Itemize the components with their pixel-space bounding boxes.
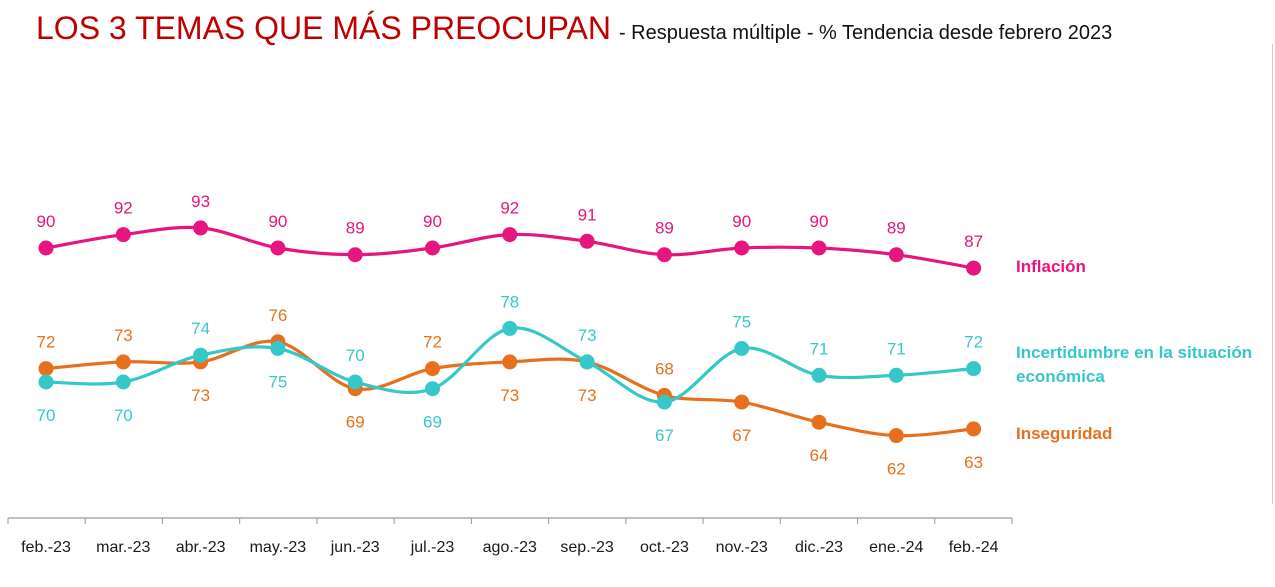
x-tick-label: abr.-23 <box>176 539 226 556</box>
data-label-incertidumbre: 73 <box>578 326 597 345</box>
data-label-incertidumbre: 70 <box>37 406 56 425</box>
data-label-inseguridad: 62 <box>887 460 906 479</box>
data-label-inseguridad: 68 <box>655 359 674 378</box>
data-label-inseguridad: 73 <box>500 386 519 405</box>
data-label-inflacion: 93 <box>191 192 210 211</box>
data-point-inflacion <box>811 240 827 256</box>
data-point-inflacion <box>270 240 286 256</box>
data-point-incertidumbre <box>425 381 440 397</box>
data-point-incertidumbre <box>579 354 595 370</box>
data-point-inflacion <box>656 247 672 263</box>
data-point-incertidumbre <box>966 361 982 377</box>
data-label-inflacion: 90 <box>423 212 442 231</box>
x-tick-label: ago.-23 <box>483 539 537 556</box>
x-tick-label: may.-23 <box>250 539 307 556</box>
x-tick-label: oct.-23 <box>640 539 689 556</box>
data-label-inflacion: 89 <box>887 219 906 238</box>
data-label-incertidumbre: 67 <box>655 426 674 445</box>
data-point-incertidumbre <box>347 374 363 390</box>
data-point-inflacion <box>734 240 750 256</box>
x-tick-label: jun.-23 <box>330 539 380 556</box>
right-border <box>1272 44 1273 504</box>
data-point-inseguridad <box>115 354 131 370</box>
data-label-inseguridad: 73 <box>578 386 597 405</box>
data-label-inflacion: 90 <box>732 212 751 231</box>
data-point-inflacion <box>966 260 982 276</box>
data-label-incertidumbre: 74 <box>191 319 210 338</box>
data-label-incertidumbre: 75 <box>732 313 751 332</box>
data-label-inflacion: 90 <box>810 212 829 231</box>
data-label-incertidumbre: 69 <box>423 413 442 432</box>
data-label-incertidumbre: 75 <box>268 373 287 392</box>
data-point-incertidumbre <box>502 320 518 336</box>
data-label-incertidumbre: 71 <box>810 339 829 358</box>
data-label-inflacion: 89 <box>655 219 674 238</box>
data-label-inflacion: 87 <box>964 232 983 251</box>
x-tick-label: jul.-23 <box>410 539 455 556</box>
data-point-inflacion <box>888 247 904 263</box>
data-point-inflacion <box>347 247 363 263</box>
data-label-inflacion: 92 <box>500 199 519 218</box>
series-name-incertidumbre-line2: económica <box>1016 367 1105 386</box>
data-label-inseguridad: 73 <box>191 386 210 405</box>
data-point-incertidumbre <box>656 394 672 410</box>
data-label-inseguridad: 76 <box>268 306 287 325</box>
data-label-incertidumbre: 78 <box>500 292 519 311</box>
data-point-incertidumbre <box>193 347 209 363</box>
data-label-incertidumbre: 71 <box>887 339 906 358</box>
data-label-inflacion: 91 <box>578 205 597 224</box>
data-label-inflacion: 92 <box>114 199 133 218</box>
data-label-inseguridad: 73 <box>114 326 133 345</box>
data-label-inseguridad: 63 <box>964 453 983 472</box>
data-label-incertidumbre: 70 <box>346 346 365 365</box>
data-point-inflacion <box>193 220 209 236</box>
data-point-inseguridad <box>425 361 440 377</box>
chart-title: LOS 3 TEMAS QUE MÁS PREOCUPAN <box>36 10 611 46</box>
series-name-inflacion: Inflación <box>1016 257 1086 276</box>
x-tick-label: dic.-23 <box>795 539 843 556</box>
data-point-inseguridad <box>888 428 904 444</box>
data-point-inseguridad <box>811 414 827 430</box>
chart-subtitle: - Respuesta múltiple - % Tendencia desde… <box>618 22 1113 44</box>
data-point-inflacion <box>38 240 54 256</box>
data-label-inflacion: 89 <box>346 219 365 238</box>
data-label-incertidumbre: 70 <box>114 406 133 425</box>
data-label-inseguridad: 64 <box>810 446 829 465</box>
data-point-inflacion <box>115 227 131 243</box>
data-label-inseguridad: 69 <box>346 413 365 432</box>
data-label-inseguridad: 67 <box>732 426 751 445</box>
data-point-inseguridad <box>38 361 54 377</box>
data-point-incertidumbre <box>38 374 54 390</box>
x-tick-label: feb.-24 <box>949 539 999 556</box>
data-point-inseguridad <box>734 394 750 410</box>
series-name-inseguridad: Inseguridad <box>1016 424 1112 443</box>
data-point-inflacion <box>425 240 440 256</box>
data-point-incertidumbre <box>115 374 131 390</box>
chart-title-area: LOS 3 TEMAS QUE MÁS PREOCUPAN - Respuesta… <box>36 10 1112 47</box>
data-point-incertidumbre <box>734 341 750 356</box>
data-point-inflacion <box>502 227 518 243</box>
data-point-inseguridad <box>502 354 518 370</box>
x-tick-label: sep.-23 <box>560 539 613 556</box>
x-tick-label: nov.-23 <box>716 539 768 556</box>
data-point-incertidumbre <box>888 367 904 383</box>
data-label-inseguridad: 72 <box>423 333 442 352</box>
data-label-inflacion: 90 <box>268 212 287 231</box>
data-point-inflacion <box>579 233 595 249</box>
x-tick-label: mar.-23 <box>96 539 150 556</box>
x-tick-label: ene.-24 <box>869 539 923 556</box>
data-label-incertidumbre: 72 <box>964 333 983 352</box>
data-label-inflacion: 90 <box>37 212 56 231</box>
data-label-inseguridad: 72 <box>37 333 56 352</box>
data-point-incertidumbre <box>811 367 827 383</box>
x-tick-label: feb.-23 <box>21 539 71 556</box>
data-point-inseguridad <box>966 421 982 437</box>
series-name-incertidumbre-line1: Incertidumbre en la situación <box>1016 343 1252 362</box>
data-point-incertidumbre <box>270 341 286 356</box>
